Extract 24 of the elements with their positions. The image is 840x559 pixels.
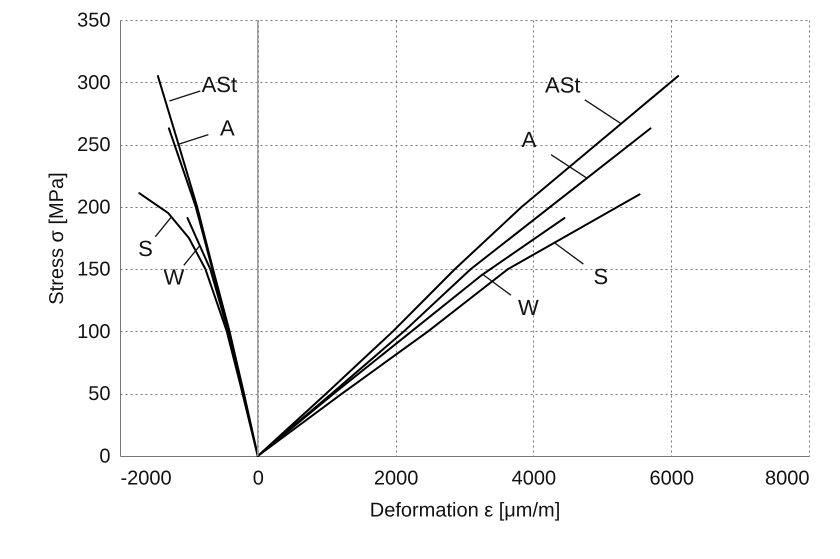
annotation: W xyxy=(518,295,540,320)
x-tick-label: 6000 xyxy=(649,468,694,490)
annotation: W xyxy=(164,264,185,290)
x-tick-label: -2000 xyxy=(120,468,172,490)
annotation: S xyxy=(138,236,153,261)
y-tick-label: 50 xyxy=(88,383,110,406)
y-tick-label: 0 xyxy=(99,446,110,468)
x-tick-label: 4000 xyxy=(512,468,556,490)
annotation: ASt xyxy=(202,72,238,97)
y-tick-label: 300 xyxy=(77,72,110,94)
x-axis-title: Deformation ε [μm/m] xyxy=(370,500,560,522)
y-tick-label: 350 xyxy=(77,10,110,32)
y-tick-label: 200 xyxy=(77,196,110,218)
x-tick-label: 2000 xyxy=(374,468,418,490)
y-tick-label: 100 xyxy=(77,320,110,343)
y-tick-label: 250 xyxy=(77,134,110,156)
annotation: ASt xyxy=(545,72,580,98)
x-tick-label: 0 xyxy=(252,468,264,490)
x-tick-label: 8000 xyxy=(765,468,810,490)
annotation: A xyxy=(522,127,537,152)
annotation: S xyxy=(593,264,608,289)
y-axis-title: Stress σ [MPa] xyxy=(46,172,68,305)
annotation: A xyxy=(220,116,236,141)
y-tick-label: 150 xyxy=(77,258,110,281)
